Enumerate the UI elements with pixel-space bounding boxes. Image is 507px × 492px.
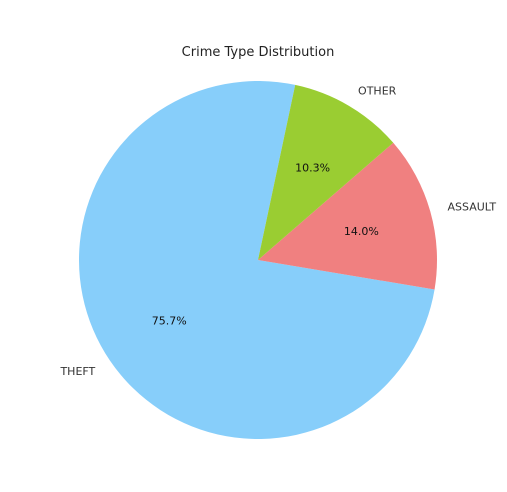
percent-label-assault: 14.0% [344,225,379,238]
slice-label-assault: ASSAULT [448,201,497,214]
slice-label-theft: THEFT [59,365,95,378]
pie-slice-other [258,84,394,260]
slices-group [78,81,437,440]
percent-label-theft: 75.7% [152,314,187,327]
chart-title: Crime Type Distribution [182,45,335,60]
slice-label-other: OTHER [358,84,397,97]
pie-slice-theft [78,81,435,440]
pie-slice-assault [258,142,437,290]
percent-label-other: 10.3% [295,161,330,174]
labels-group: THEFT 75.7% ASSAULT 14.0% OTHER 10.3% [59,84,496,377]
